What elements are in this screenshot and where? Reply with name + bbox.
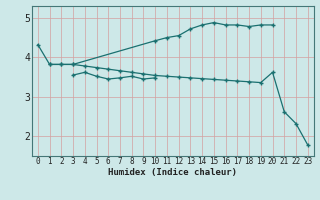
X-axis label: Humidex (Indice chaleur): Humidex (Indice chaleur): [108, 168, 237, 177]
